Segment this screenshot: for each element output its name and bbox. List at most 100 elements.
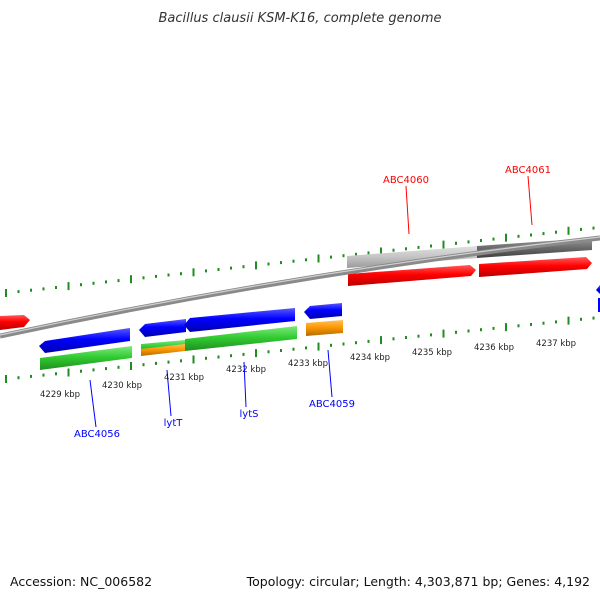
- outer-tick-mark: [55, 286, 57, 289]
- inner-tick-mark: [142, 363, 145, 367]
- abc4059-orange-feature[interactable]: [306, 320, 343, 336]
- outer-tick-mark: [5, 289, 7, 297]
- outer-tick-mark: [92, 281, 95, 285]
- inner-tick-mark: [442, 329, 445, 338]
- abc4061-leader-line: [527, 175, 533, 226]
- abc4056-green-feature[interactable]: [40, 346, 132, 370]
- inner-tick-mark: [380, 336, 382, 345]
- outer-tick-mark: [592, 226, 595, 230]
- inner-tick-mark: [430, 333, 432, 337]
- outer-tick-mark: [80, 283, 82, 287]
- inner-tick-mark: [505, 323, 507, 332]
- tick-label-4230: 4230 kbp: [102, 381, 142, 391]
- abc4059-gene-arrow[interactable]: [304, 303, 342, 319]
- tick-label-4233: 4233 kbp: [288, 359, 328, 369]
- outer-tick-mark: [467, 240, 470, 244]
- abc4059-label[interactable]: ABC4059: [309, 399, 355, 410]
- lytS-label[interactable]: lytS: [240, 409, 259, 420]
- abc4060-label[interactable]: ABC4060: [383, 175, 429, 186]
- outer-tick-mark: [380, 247, 382, 256]
- inner-tick-mark: [455, 330, 457, 334]
- outer-tick-mark: [405, 247, 407, 251]
- outer-tick-mark: [30, 288, 32, 292]
- right-edge-blue-marker: [598, 298, 600, 312]
- abc4056-label[interactable]: ABC4056: [74, 429, 120, 440]
- outer-tick-mark: [42, 287, 45, 291]
- lytS-green-feature[interactable]: [185, 326, 297, 351]
- inner-tick-mark: [130, 362, 132, 370]
- inner-tick-mark: [180, 359, 182, 363]
- outer-tick-mark: [192, 268, 195, 277]
- lytT-leader-line: [166, 369, 172, 417]
- outer-tick-mark: [217, 268, 220, 271]
- outer-tick-mark: [155, 274, 157, 278]
- inner-tick-mark: [230, 354, 232, 358]
- right-edge-blue-gene-arrow[interactable]: [596, 285, 600, 294]
- lytS-leader-line: [243, 361, 247, 408]
- outer-tick-mark: [130, 275, 132, 284]
- inner-tick-mark: [92, 368, 95, 372]
- outer-tick-mark: [580, 227, 582, 231]
- outer-tick-mark: [542, 232, 545, 236]
- abc4061-label[interactable]: ABC4061: [505, 165, 551, 176]
- lytT-label[interactable]: lytT: [164, 418, 184, 429]
- lytT-gene-arrow[interactable]: [139, 319, 186, 337]
- tick-label-4234: 4234 kbp: [350, 353, 390, 363]
- inner-tick-mark: [342, 342, 345, 346]
- inner-tick-mark: [155, 361, 157, 365]
- inner-tick-mark: [217, 355, 220, 359]
- lytT-orange-feature[interactable]: [141, 344, 185, 356]
- outer-tick-mark: [305, 258, 307, 262]
- lytS-gene-arrow[interactable]: [184, 308, 295, 332]
- inner-tick-mark: [355, 341, 357, 345]
- inner-tick-mark: [517, 324, 520, 328]
- inner-tick-mark: [30, 374, 32, 378]
- inner-tick-mark: [367, 339, 370, 343]
- inner-tick-mark: [417, 334, 420, 338]
- left-edge-red-gene-arrow[interactable]: [0, 315, 30, 330]
- inner-tick-mark: [592, 316, 595, 320]
- inner-tick-ruler: [5, 316, 595, 383]
- tick-label-4236: 4236 kbp: [474, 343, 514, 353]
- map-title: Bacillus clausii KSM-K16, complete genom…: [158, 11, 441, 26]
- outer-tick-mark: [17, 290, 20, 294]
- abc4059-leader-line: [327, 349, 333, 398]
- outer-tick-mark: [205, 269, 207, 273]
- outer-tick-mark: [567, 226, 570, 235]
- accession-text: Accession: NC_006582: [10, 574, 152, 589]
- tick-label-4231: 4231 kbp: [164, 373, 204, 383]
- outer-tick-mark: [255, 261, 257, 270]
- abc4056-gene-arrow[interactable]: [39, 328, 130, 353]
- inner-tick-mark: [80, 369, 82, 373]
- tick-label-4237: 4237 kbp: [536, 339, 576, 349]
- tick-label-4232: 4232 kbp: [226, 365, 266, 375]
- outer-tick-mark: [292, 259, 295, 263]
- inner-tick-mark: [55, 372, 57, 376]
- abc4060-gene-arrow[interactable]: [348, 265, 476, 286]
- inner-tick-mark: [305, 346, 307, 350]
- outer-tick-mark: [280, 261, 282, 265]
- inner-tick-mark: [117, 365, 120, 369]
- abc4060-leader-line: [405, 185, 410, 235]
- abc4056-leader-line: [89, 379, 97, 428]
- outer-tick-mark: [442, 240, 445, 249]
- inner-tick-mark: [267, 350, 270, 354]
- outer-tick-mark: [67, 282, 70, 291]
- outer-tick-mark: [230, 266, 232, 270]
- inner-tick-mark: [5, 375, 7, 383]
- genome-backbone: [0, 235, 600, 339]
- outer-tick-mark: [367, 251, 370, 255]
- outer-tick-mark: [330, 255, 332, 259]
- inner-tick-mark: [530, 323, 532, 326]
- outer-tick-mark: [355, 252, 357, 256]
- tick-label-4229: 4229 kbp: [40, 390, 80, 400]
- outer-tick-mark: [530, 233, 532, 237]
- outer-tick-mark: [555, 230, 557, 234]
- abc4060-grey-track[interactable]: [347, 246, 477, 268]
- genome-summary-text: Topology: circular; Length: 4,303,871 bp…: [246, 574, 590, 589]
- outer-tick-mark: [105, 280, 107, 284]
- inner-tick-mark: [42, 373, 45, 377]
- abc4061-gene-arrow[interactable]: [479, 257, 592, 277]
- inner-tick-mark: [467, 329, 470, 333]
